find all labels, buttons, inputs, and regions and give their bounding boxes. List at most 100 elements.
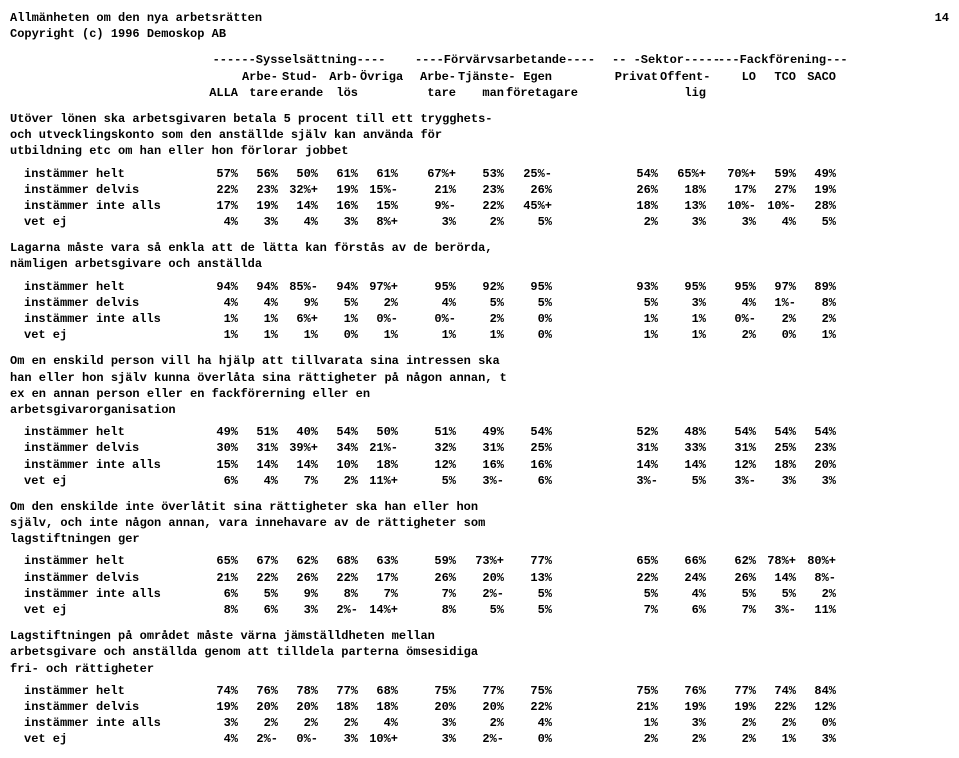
cell: 4% [360, 715, 400, 731]
cell: 23% [458, 182, 506, 198]
cell: 26% [506, 182, 554, 198]
cell: 19% [798, 182, 838, 198]
cell: 3%- [758, 602, 798, 618]
col-header [758, 85, 798, 101]
question-text: utbildning etc om han eller hon förlorar… [10, 143, 949, 159]
col-header [554, 85, 602, 101]
col-header: Arb- [320, 69, 360, 85]
cell: 31% [458, 440, 506, 456]
col-header [200, 69, 240, 85]
table-row: instämmer helt65%67%62%68%63%59%73%+77%6… [10, 553, 949, 569]
cell [400, 214, 410, 230]
cell: 34% [320, 440, 360, 456]
cell: 4% [718, 295, 758, 311]
cell: 48% [660, 424, 708, 440]
cell: 5% [506, 295, 554, 311]
cell [602, 457, 612, 473]
table-row: instämmer inte alls1%1%6%+1%0%-0%-2%0%1%… [10, 311, 949, 327]
cell: 2% [798, 311, 838, 327]
cell: 12% [410, 457, 458, 473]
table-row: instämmer inte alls6%5%9%8%7%7%2%-5%5%4%… [10, 586, 949, 602]
cell: 54% [320, 424, 360, 440]
cell: 2% [360, 295, 400, 311]
cell: 2% [718, 715, 758, 731]
cell: 0% [506, 327, 554, 343]
cell: 26% [410, 570, 458, 586]
cell [602, 570, 612, 586]
cell: 7% [280, 473, 320, 489]
question-text: nämligen arbetsgivare och anställda [10, 256, 949, 272]
cell: 1% [660, 311, 708, 327]
cell: 1% [612, 311, 660, 327]
cell: 1%- [758, 295, 798, 311]
cell: 2% [280, 715, 320, 731]
cell: 18% [360, 699, 400, 715]
cell [400, 279, 410, 295]
cell: 10%- [718, 198, 758, 214]
question-text: fri- och rättigheter [10, 661, 949, 677]
cell: 89% [798, 279, 838, 295]
cell: 18% [360, 457, 400, 473]
cell [400, 311, 410, 327]
cell: 22% [320, 570, 360, 586]
col-header: tare [240, 85, 280, 101]
cell [708, 214, 718, 230]
cell: 63% [360, 553, 400, 569]
cell [400, 327, 410, 343]
group-header-row: ------Sysselsättning---- ----Förvärvsarb… [10, 52, 949, 68]
row-label: instämmer helt [10, 553, 200, 569]
col-header: tare [410, 85, 458, 101]
cell: 94% [320, 279, 360, 295]
cell: 19% [660, 699, 708, 715]
cell: 3%- [718, 473, 758, 489]
cell: 11% [798, 602, 838, 618]
question-text: Lagstiftningen på området måste värna jä… [10, 628, 949, 644]
cell [602, 311, 612, 327]
table-row: instämmer delvis4%4%9%5%2%4%5%5%5%3%4%1%… [10, 295, 949, 311]
cell [554, 311, 602, 327]
col-header: Arbe- [410, 69, 458, 85]
row-label: vet ej [10, 327, 200, 343]
copyright: Copyright (c) 1996 Demoskop AB [10, 26, 949, 42]
cell: 3% [798, 731, 838, 747]
cell [554, 327, 602, 343]
col-header [360, 85, 400, 101]
cell: 9%- [410, 198, 458, 214]
cell [602, 699, 612, 715]
cell: 13% [660, 198, 708, 214]
page-number: 14 [935, 10, 949, 26]
cell: 19% [320, 182, 360, 198]
cell [708, 731, 718, 747]
cell: 54% [798, 424, 838, 440]
cell: 2% [458, 715, 506, 731]
row-label: instämmer helt [10, 279, 200, 295]
cell: 5% [718, 586, 758, 602]
cell: 1% [758, 731, 798, 747]
cell: 6% [200, 473, 240, 489]
col-header [798, 85, 838, 101]
cell: 57% [200, 166, 240, 182]
cell [400, 424, 410, 440]
cell: 95% [718, 279, 758, 295]
table-row: instämmer inte alls17%19%14%16%15%9%-22%… [10, 198, 949, 214]
cell: 5% [458, 602, 506, 618]
cell [554, 699, 602, 715]
cell: 31% [718, 440, 758, 456]
col-header: erande [280, 85, 320, 101]
row-label: vet ej [10, 602, 200, 618]
col-header: LO [718, 69, 758, 85]
table-row: instämmer delvis21%22%26%22%17%26%20%13%… [10, 570, 949, 586]
cell: 4% [410, 295, 458, 311]
question-text: han eller hon själv kunna överlåta sina … [10, 370, 949, 386]
cell: 67%+ [410, 166, 458, 182]
cell: 1% [320, 311, 360, 327]
cell: 3%- [458, 473, 506, 489]
cell [708, 424, 718, 440]
cell: 20% [798, 457, 838, 473]
cell: 20% [458, 699, 506, 715]
question-text: och utvecklingskonto som den anställde s… [10, 127, 949, 143]
cell: 2%- [458, 586, 506, 602]
cell: 0%- [718, 311, 758, 327]
cell: 22% [758, 699, 798, 715]
cell [602, 473, 612, 489]
